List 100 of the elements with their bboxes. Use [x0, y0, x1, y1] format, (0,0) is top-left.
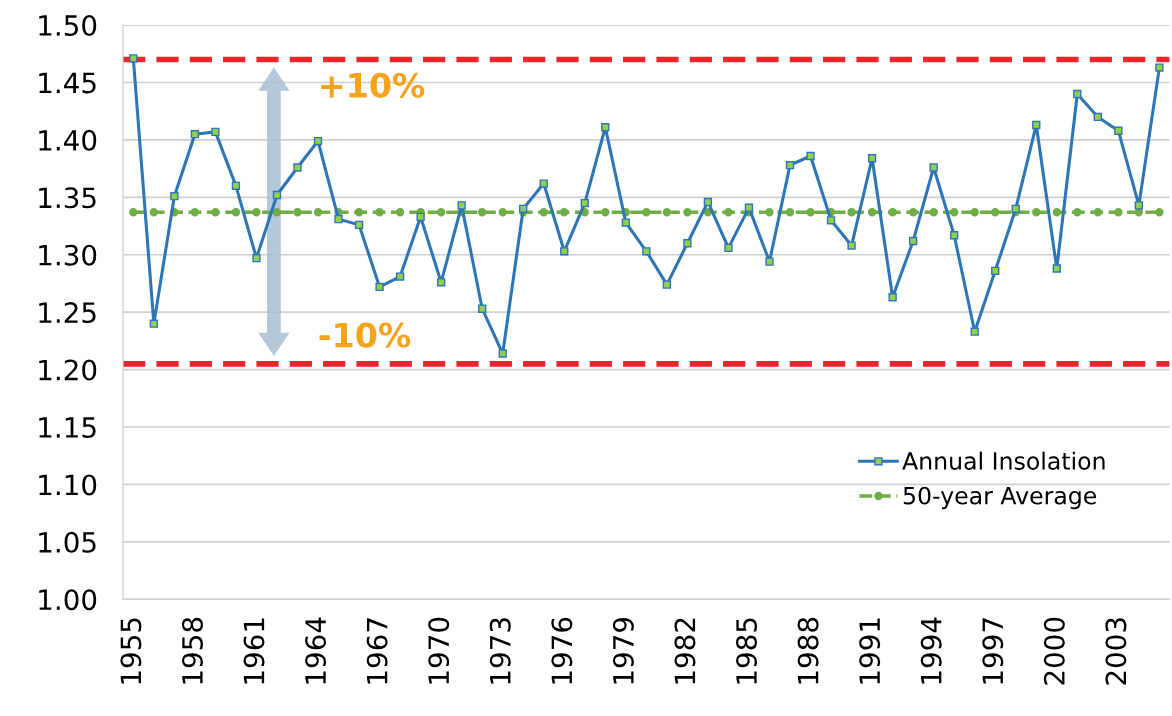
point — [601, 208, 610, 217]
point — [149, 208, 159, 217]
point — [847, 208, 856, 217]
point — [1134, 201, 1144, 210]
point — [785, 161, 795, 170]
point — [867, 208, 877, 217]
point — [765, 257, 774, 266]
legend-label: Annual Insolation — [902, 451, 1105, 470]
point — [252, 208, 261, 217]
x-tick-label: 1982 — [674, 618, 696, 684]
point — [129, 54, 138, 63]
point — [539, 179, 548, 188]
point — [334, 214, 343, 224]
point — [683, 208, 692, 217]
x-tick-label: 1955 — [120, 618, 142, 684]
point — [683, 239, 692, 248]
point — [478, 304, 487, 313]
x-tick-label: 1988 — [797, 617, 819, 684]
point — [806, 208, 815, 217]
legend-label: 50-year Average — [903, 486, 1097, 510]
point — [908, 208, 918, 217]
point — [375, 208, 384, 217]
point — [929, 208, 938, 217]
point — [457, 201, 466, 210]
point — [991, 266, 1000, 275]
point — [929, 163, 938, 172]
point — [888, 208, 897, 217]
annotation: -10% — [319, 322, 411, 348]
point — [272, 190, 282, 200]
x-tick-label: 2000 — [1043, 617, 1065, 685]
point — [375, 282, 384, 292]
point — [621, 218, 631, 227]
point — [970, 208, 979, 217]
point — [272, 208, 282, 217]
point — [231, 208, 241, 217]
x-tick-label: 1979 — [612, 617, 634, 684]
point — [1052, 208, 1061, 217]
point — [724, 243, 733, 253]
point — [416, 212, 425, 222]
point — [354, 208, 364, 217]
point — [1114, 208, 1123, 217]
point — [539, 208, 548, 217]
point — [1155, 208, 1164, 217]
point — [498, 349, 507, 358]
point — [313, 208, 323, 217]
point — [211, 127, 220, 137]
point — [190, 129, 200, 139]
y-tick-label: 1.35 — [39, 187, 96, 209]
point — [826, 216, 836, 225]
point — [1073, 208, 1082, 217]
point — [293, 208, 302, 217]
y-tick-label: 1.50 — [39, 15, 97, 37]
point — [129, 208, 138, 217]
x-tick-label: 1994 — [920, 617, 942, 684]
y-tick-label: 1.15 — [39, 417, 96, 438]
point — [498, 208, 507, 217]
point — [703, 197, 713, 207]
point — [642, 208, 651, 217]
point — [970, 327, 979, 336]
y-tick-label: 1.45 — [39, 72, 96, 94]
point — [1052, 264, 1061, 273]
point — [724, 208, 733, 217]
point — [1073, 89, 1082, 99]
point — [436, 278, 446, 287]
x-tick-label: 1961 — [243, 618, 265, 684]
point — [950, 231, 959, 240]
point — [560, 208, 569, 217]
point — [867, 154, 877, 163]
point — [1114, 126, 1123, 135]
point — [662, 208, 672, 217]
point — [847, 241, 856, 250]
x-tick-label: 1970 — [428, 617, 450, 684]
y-tick-label: 1.40 — [39, 129, 97, 151]
point — [149, 319, 159, 328]
point — [580, 198, 589, 208]
point — [1093, 112, 1102, 122]
x-tick-label: 1991 — [859, 618, 881, 684]
y-tick-label: 1.25 — [39, 302, 96, 324]
x-tick-label: 1964 — [305, 617, 327, 684]
point — [293, 163, 302, 172]
point — [519, 204, 528, 213]
annotation: +10% — [321, 72, 425, 98]
y-tick-label: 1.10 — [39, 474, 97, 496]
y-tick-label: 1.20 — [39, 359, 97, 381]
point — [211, 208, 220, 217]
point — [313, 136, 323, 146]
point — [560, 247, 569, 256]
point — [1093, 208, 1102, 217]
point — [662, 280, 672, 289]
point — [395, 272, 405, 281]
point — [991, 208, 1000, 217]
point — [1032, 208, 1041, 217]
point — [806, 151, 815, 161]
point — [354, 220, 364, 230]
x-tick-label: 1985 — [736, 618, 758, 684]
point — [765, 208, 774, 217]
point — [785, 208, 795, 217]
point — [950, 208, 959, 217]
x-tick-label: 2003 — [1105, 618, 1127, 685]
x-tick-label: 1997 — [982, 618, 1004, 684]
